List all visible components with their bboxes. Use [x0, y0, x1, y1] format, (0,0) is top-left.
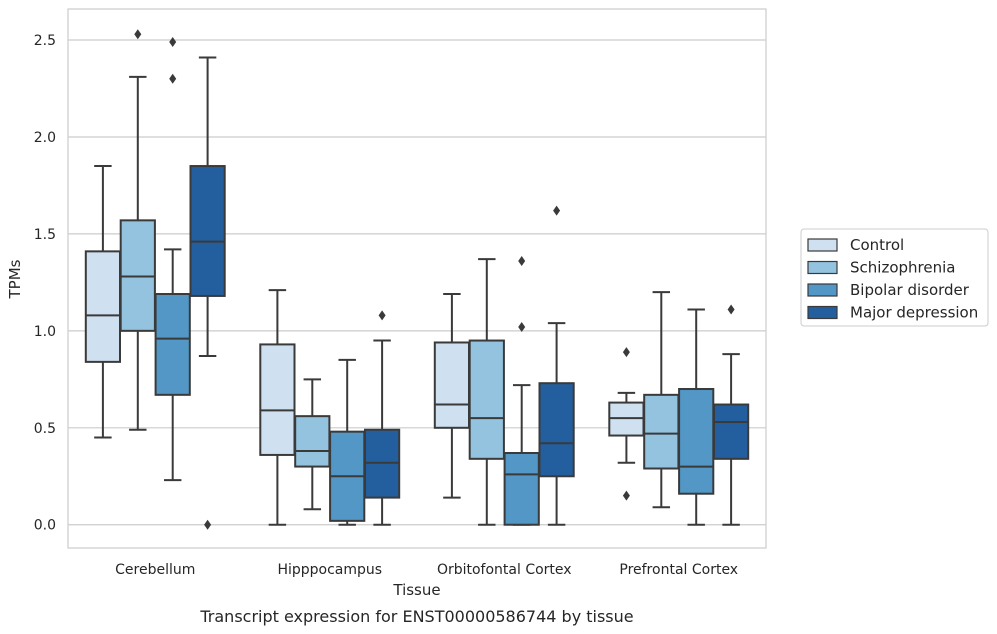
iqr-box [468, 339, 505, 460]
box-2-3 [538, 205, 575, 526]
box-0-1 [119, 29, 156, 431]
y-tick-label: 0.0 [34, 518, 56, 534]
legend-swatch [807, 305, 838, 320]
x-tick-label: Cerebellum [115, 562, 195, 578]
box-0-2 [154, 36, 191, 482]
box-0-3 [189, 56, 226, 530]
box-1-0 [259, 289, 296, 526]
iqr-box [503, 451, 540, 526]
legend-swatch [807, 238, 838, 252]
x-tick-labels: Cerebellum Hipppocampus Orbitofontal Corte… [115, 562, 738, 578]
y-tick-label: 2.5 [34, 33, 56, 49]
outlier-point [518, 321, 526, 332]
x-tick-label: Orbitofontal Cortex [437, 562, 572, 578]
y-tick-label: 1.0 [34, 324, 56, 340]
iqr-box [189, 165, 226, 297]
outlier-point [134, 29, 142, 40]
iqr-box [433, 341, 471, 429]
box-3-3 [712, 304, 750, 526]
box-3-1 [643, 291, 680, 509]
legend-swatch [807, 283, 838, 297]
iqr-box [259, 343, 296, 456]
x-tick-label: Hipppocampus [277, 562, 382, 578]
y-tick-label: 1.5 [34, 227, 56, 243]
outlier-point [622, 490, 630, 501]
iqr-box [84, 250, 122, 363]
box-3-0 [608, 347, 645, 501]
y-tick-label: 0.5 [34, 421, 56, 437]
iqr-box [643, 393, 680, 470]
outlier-point [518, 256, 526, 267]
plot-frame [67, 8, 767, 549]
legend-label: Schizophrenia [850, 259, 955, 277]
outlier-point [553, 205, 561, 216]
box-2-1 [468, 258, 505, 526]
outlier-point [169, 73, 177, 84]
y-axis-label: TPMs [6, 259, 24, 299]
legend: Control Schizophrenia Bipolar disorder Majo… [800, 228, 989, 327]
box-1-1 [294, 378, 331, 511]
legend-label: Major depression [850, 304, 978, 322]
outlier-point [204, 519, 212, 530]
iqr-box [712, 403, 750, 460]
y-tick-label: 2.0 [34, 130, 56, 146]
legend-label: Bipolar disorder [850, 281, 970, 299]
chart-caption: Transcript expression for ENST0000058674… [199, 607, 633, 626]
x-axis-label: Tissue [392, 581, 440, 599]
outlier-point [622, 347, 630, 358]
iqr-box [538, 382, 575, 478]
box-3-2 [678, 308, 715, 526]
legend-frame [800, 228, 989, 327]
box-1-3 [363, 310, 401, 526]
box-2-2 [503, 256, 540, 526]
box-2-0 [433, 293, 471, 499]
box-0-0 [84, 165, 122, 439]
legend-swatch [807, 260, 838, 275]
iqr-box [154, 293, 191, 396]
outlier-point [727, 304, 735, 315]
iqr-box [294, 415, 331, 468]
outlier-point [378, 310, 386, 321]
box-1-2 [329, 358, 366, 526]
x-tick-label: Prefrontal Cortex [619, 562, 738, 578]
iqr-box [678, 388, 715, 495]
outlier-point [169, 36, 177, 47]
legend-label: Control [850, 236, 904, 254]
boxes [84, 29, 750, 530]
y-tick-labels: 0.0 0.5 1.0 1.5 2.0 2.5 [34, 33, 56, 534]
